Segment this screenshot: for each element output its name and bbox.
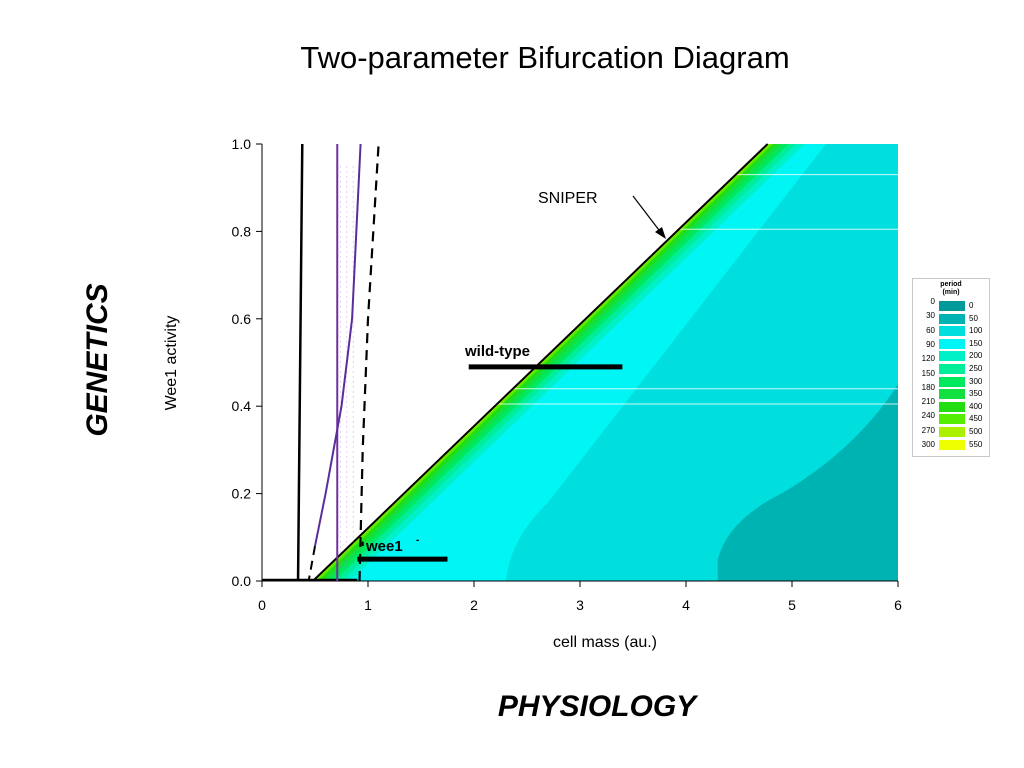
dashed-boundary [358,143,380,582]
legend-value: 550 [969,439,983,449]
legend-period-label: 180 [921,382,935,392]
x-tick-label-6: 6 [894,597,902,613]
legend-value: 150 [969,338,983,348]
wee1-superscript: - [416,535,419,546]
legend-swatch [939,427,965,437]
legend-title-period: period [940,281,962,288]
legend-title: period (min) [913,281,989,297]
y-tick-label-4: 0.8 [232,223,252,239]
legend-swatch [939,326,965,337]
legend-swatch [939,313,965,324]
sniper-arrow-shaft [632,195,663,235]
legend-period-label: 240 [921,411,935,421]
legend-swatch [939,414,965,425]
legend-value: 450 [969,414,983,424]
legend-period-label: 270 [921,425,935,435]
legend-swatch [939,376,965,387]
period-band-mid [359,144,826,581]
legend-swatch [939,364,965,374]
period-legend: period (min) 0 50 100 150 200 250 300 350 400 450… [912,278,990,457]
purple-curve-dash [307,545,316,582]
legend-period-label: 30 [926,311,935,321]
legend-period-label: 150 [921,368,935,378]
legend-period-label: 300 [921,440,935,449]
legend-period-label: 90 [926,339,935,349]
legend-value: 50 [969,313,978,323]
legend-value: 400 [969,401,983,411]
legend-value: 250 [969,364,983,373]
y-tick-label-2: 0.4 [232,398,252,414]
y-tick-label-0: 0.0 [232,573,252,589]
legend-swatch [939,439,965,450]
purple-curve [314,143,362,547]
legend-swatch [939,389,965,400]
legend-period-label: 120 [921,354,935,364]
legend-swatch [939,351,965,362]
x-axis-label: cell mass (au.) [552,634,658,651]
sniper-line [312,143,769,582]
legend-value: 100 [969,326,983,336]
x-tick-label-2: 2 [470,597,478,613]
legend-period-label: 60 [926,325,935,335]
y-tick-label-5: 1.0 [232,136,252,152]
legend-period-label: 0 [930,297,935,306]
legend-title-unit: (min) [942,289,960,296]
x-tick-label-5: 5 [788,597,796,613]
heatmap-region [312,144,898,581]
legend-period-label: 210 [921,397,935,407]
period-band-deep [717,384,898,581]
sniper-arrowhead [655,227,666,239]
legend-value: 200 [969,351,983,361]
physiology-label: PHYSIOLOGY [497,690,697,723]
chart-title: Two-parameter Bifurcation Diagram [300,40,790,75]
y-tick-label-1: 0.2 [232,486,252,502]
wild-type-label: wild-type [464,343,530,360]
legend-value: 350 [969,389,983,399]
legend-value: 500 [969,427,983,436]
wee1-label: wee1 [365,538,403,555]
legend-swatch [939,401,965,412]
sniper-label: SNIPER [538,190,598,207]
x-tick-label-1: 1 [364,597,372,613]
legend-swatch [939,338,965,349]
left-boundary-line [296,143,304,582]
legend-value: 0 [969,301,974,310]
legend-value: 300 [969,376,983,386]
x-tick-label-0: 0 [258,597,266,613]
x-tick-label-3: 3 [576,597,584,613]
x-tick-label-4: 4 [682,597,690,613]
y-tick-label-3: 0.6 [232,311,252,327]
legend-swatch [939,301,965,311]
